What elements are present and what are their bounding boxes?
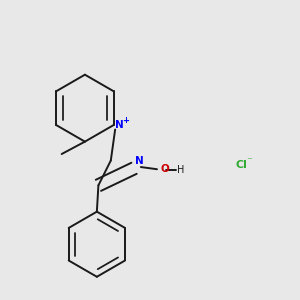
Text: N: N	[135, 156, 144, 167]
Text: O: O	[160, 164, 169, 174]
Text: H: H	[177, 164, 184, 175]
Text: ⁻: ⁻	[246, 156, 252, 166]
Text: Cl: Cl	[235, 160, 247, 170]
Text: +: +	[122, 116, 129, 125]
Text: N: N	[116, 120, 124, 130]
